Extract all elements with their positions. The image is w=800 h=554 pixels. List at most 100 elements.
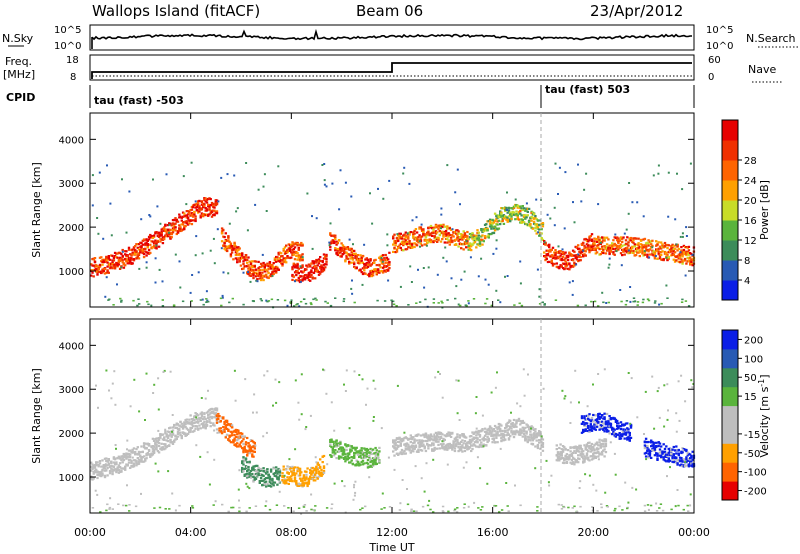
scatter-cell [332, 241, 336, 244]
scatter-cell [532, 428, 536, 432]
scatter-cell [91, 269, 94, 272]
scatter-cell [197, 414, 200, 417]
scatter-cell [179, 434, 182, 437]
scatter-cell [302, 474, 306, 477]
scatter-cell [509, 220, 512, 223]
scatter-cell [230, 251, 234, 254]
scatter-cell [647, 244, 650, 247]
scatter-cell [194, 421, 197, 424]
scatter-cell [159, 436, 162, 439]
scatter-cell [118, 457, 122, 460]
scatter-cell [243, 460, 246, 463]
scatter-cell [575, 447, 579, 450]
scatter-cell [472, 237, 475, 240]
scatter-cell [168, 427, 171, 430]
scatter-cell [559, 443, 562, 446]
scatter-cell [454, 191, 457, 194]
scatter-cell [602, 239, 605, 242]
scatter-cell [161, 305, 165, 307]
scatter-cell [146, 453, 149, 456]
scatter-cell [267, 476, 270, 479]
scatter-cell [198, 208, 201, 211]
scatter-cell [551, 246, 555, 249]
scatter-cell [481, 428, 484, 431]
scatter-cell [145, 457, 148, 460]
scatter-cell [239, 445, 243, 448]
scatter-cell [340, 456, 343, 459]
scatter-cell [315, 261, 318, 264]
scatter-cell [134, 451, 137, 454]
scatter-cell [409, 231, 412, 234]
scatter-cell [283, 258, 287, 262]
scatter-cell [538, 441, 541, 444]
scatter-cell [403, 436, 406, 440]
scatter-cell [222, 417, 225, 420]
scatter-cell [311, 478, 314, 481]
scatter-cell [437, 443, 440, 446]
scatter-cell [95, 468, 98, 471]
scatter-cell [205, 424, 209, 427]
scatter-cell [110, 254, 113, 257]
scatter-cell [309, 476, 312, 479]
scatter-cell [584, 446, 587, 449]
scatter-cell [242, 271, 245, 274]
scatter-cell [538, 439, 541, 442]
scatter-cell [147, 453, 151, 456]
scatter-cell [476, 237, 479, 240]
scatter-cell [456, 237, 459, 240]
scatter-cell [506, 421, 509, 425]
scatter-cell [602, 445, 605, 448]
scatter-cell [280, 259, 283, 262]
scatter-cell [368, 451, 371, 454]
scatter-cell [228, 246, 231, 249]
scatter-cell [238, 247, 241, 250]
scatter-cell [282, 247, 285, 251]
scatter-cell [212, 422, 215, 425]
scatter-cell [624, 250, 628, 253]
scatter-cell [150, 235, 153, 238]
scatter-cell [668, 248, 672, 251]
scatter-cell [657, 241, 660, 244]
scatter-cell [517, 212, 521, 215]
scatter-cell [453, 440, 457, 443]
scatter-cell [510, 427, 513, 430]
scatter-cell [345, 445, 348, 448]
scatter-cell [375, 462, 378, 465]
scatter-cell [407, 447, 410, 450]
scatter-cell [256, 280, 259, 283]
scatter-cell [194, 427, 197, 430]
scatter-cell [452, 235, 455, 238]
scatter-cell [436, 226, 439, 229]
scatter-cell [392, 441, 395, 444]
scatter-cell [548, 243, 551, 247]
scatter-cell [193, 213, 196, 216]
scatter-cell [447, 235, 450, 238]
scatter-cell [142, 253, 146, 256]
scatter-cell [602, 251, 605, 255]
scatter-cell [431, 231, 434, 234]
scatter-cell [515, 425, 518, 428]
scatter-cell [330, 455, 333, 458]
scatter-cell [165, 228, 168, 232]
scatter-cell [322, 263, 326, 266]
scatter-cell [361, 456, 365, 459]
scatter-cell [92, 258, 95, 261]
scatter-cell [383, 256, 386, 260]
scatter-cell [407, 237, 410, 240]
scatter-cell [323, 183, 326, 186]
scatter-cell [602, 301, 605, 304]
scatter-cell [268, 477, 272, 480]
scatter-cell [461, 439, 464, 442]
scatter-cell [105, 457, 108, 460]
scatter-cell [176, 428, 180, 431]
scatter-cell [127, 262, 131, 265]
scatter-cell [661, 243, 664, 246]
scatter-cell [185, 421, 188, 424]
scatter-cell [264, 268, 268, 271]
scatter-cell [569, 265, 572, 268]
scatter-cell [442, 232, 445, 235]
scatter-cell [97, 268, 100, 271]
scatter-cell [109, 202, 112, 205]
scatter-cell [358, 262, 361, 265]
scatter-cell [519, 428, 522, 431]
